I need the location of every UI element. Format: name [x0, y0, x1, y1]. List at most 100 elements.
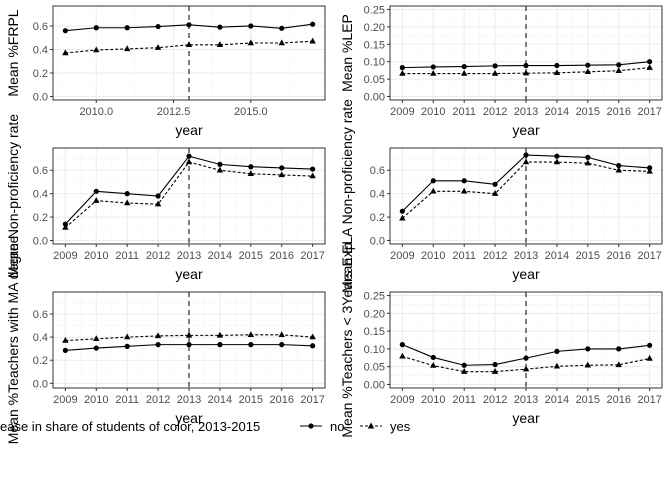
x-tick-label: 2011 [452, 250, 476, 262]
x-tick-label: 2015 [239, 250, 263, 262]
data-point-no [399, 208, 405, 214]
data-point-yes [93, 197, 100, 203]
series-yes [399, 158, 653, 221]
x-axis-title: year [512, 122, 540, 138]
data-point-no [554, 62, 560, 69]
y-tick-label: 0.0 [33, 378, 48, 390]
data-point-no [616, 162, 622, 169]
data-point-no [461, 63, 467, 70]
data-point-yes [309, 172, 316, 179]
x-tick-label: 2009 [53, 394, 77, 406]
data-point-yes [399, 69, 406, 76]
data-point-no [492, 361, 498, 368]
data-point-no [461, 178, 467, 184]
x-tick-label: 2009 [390, 250, 414, 262]
x-tick-label: 2016 [606, 106, 630, 118]
data-point-yes [154, 44, 162, 50]
data-point-yes [430, 362, 437, 368]
data-point-yes [309, 333, 316, 340]
y-axis-title: Mean %LEP [339, 14, 355, 92]
data-point-yes [123, 333, 131, 340]
data-point-yes [247, 331, 255, 337]
data-point-yes [646, 354, 653, 361]
y-tick-label: 0.4 [370, 189, 385, 201]
panel-5: 0.0 0.2 0.4 0.6 2009 2010 2011 2012 2013 2014 2015… [5, 236, 326, 445]
data-point-no [248, 342, 254, 348]
data-point-yes [278, 331, 285, 337]
x-tick-label: 2010 [421, 394, 445, 406]
y-axis-title: Mean %Teachers with MA degree [5, 236, 21, 445]
legend-label-yes: yes [390, 419, 411, 434]
data-point-no [554, 153, 560, 159]
series-yes [62, 158, 316, 230]
y-tick-label: 0.6 [33, 21, 48, 33]
y-axis-title: Mean %Teachers < 3Years Exp [339, 242, 355, 437]
x-tick-label: 2010 [84, 250, 108, 262]
x-axis-title: year [512, 266, 540, 282]
data-point-yes [185, 158, 193, 165]
data-point-yes [399, 214, 406, 221]
x-tick-label: 2010 [421, 106, 445, 118]
y-axis-title: Mean %FRPL [5, 9, 21, 96]
data-point-yes [522, 69, 530, 76]
x-tick-label: 2014 [545, 250, 569, 262]
data-point-no [430, 354, 436, 361]
panel-4: 0.0 0.2 0.4 0.6 2009 2010 2011 2012 2013 2014 2015… [339, 99, 663, 293]
x-tick-label: 2010 [421, 250, 445, 262]
data-point-no [217, 161, 223, 167]
data-point-yes [491, 190, 499, 196]
y-tick-label: 0.0 [33, 235, 48, 247]
x-tick-label: 2013 [177, 250, 201, 262]
x-tick-label: 2016 [269, 394, 293, 406]
data-point-no [647, 342, 653, 348]
y-tick-label: 0.2 [370, 212, 385, 224]
x-tick-label: 2014 [208, 250, 232, 262]
data-point-yes [247, 39, 255, 46]
data-point-yes [460, 187, 468, 194]
x-tick-label: 2012 [483, 394, 507, 406]
data-point-yes [584, 159, 592, 166]
data-point-yes [93, 335, 100, 342]
x-tick-label: 2013 [514, 106, 538, 118]
legend-key-yes [360, 422, 382, 429]
data-point-yes [430, 69, 437, 76]
data-point-yes [93, 46, 100, 53]
data-point-yes [615, 166, 622, 173]
series-yes [399, 352, 653, 374]
x-tick-label: 2010.0 [79, 106, 113, 118]
y-tick-label: 0.6 [33, 165, 48, 177]
y-tick-label: 0.20 [364, 308, 385, 320]
x-tick-label: 2014 [545, 394, 569, 406]
y-tick-label: 0.4 [33, 189, 48, 201]
data-point-no [399, 65, 405, 71]
data-point-no [492, 181, 498, 187]
x-tick-label: 2009 [390, 394, 414, 406]
data-point-no [310, 343, 316, 349]
x-tick-label: 2010 [84, 394, 108, 406]
y-tick-label: 0.4 [33, 44, 48, 56]
x-tick-label: 2014 [208, 394, 232, 406]
data-point-yes [615, 361, 622, 368]
y-tick-label: 0.0 [370, 235, 385, 247]
data-point-yes [62, 224, 69, 230]
x-tick-label: 2009 [53, 250, 77, 262]
x-tick-label: 2013 [514, 250, 538, 262]
series-line-yes [402, 67, 650, 75]
series-no [62, 21, 316, 34]
series-yes [399, 64, 653, 76]
y-tick-label: 0.2 [33, 68, 48, 80]
y-tick-label: 0.25 [364, 291, 385, 303]
data-point-no [585, 346, 591, 352]
data-point-no [523, 152, 529, 158]
data-point-yes [491, 368, 499, 374]
data-point-no [93, 25, 99, 31]
data-point-yes [460, 69, 468, 76]
data-point-yes [216, 166, 224, 173]
x-tick-label: 2011 [452, 106, 476, 118]
data-point-no [93, 188, 99, 194]
data-point-no [279, 165, 285, 171]
data-point-no [186, 22, 192, 28]
x-tick-label: 2009 [390, 106, 414, 118]
y-tick-label: 0.4 [33, 332, 48, 344]
x-tick-label: 2016 [606, 394, 630, 406]
